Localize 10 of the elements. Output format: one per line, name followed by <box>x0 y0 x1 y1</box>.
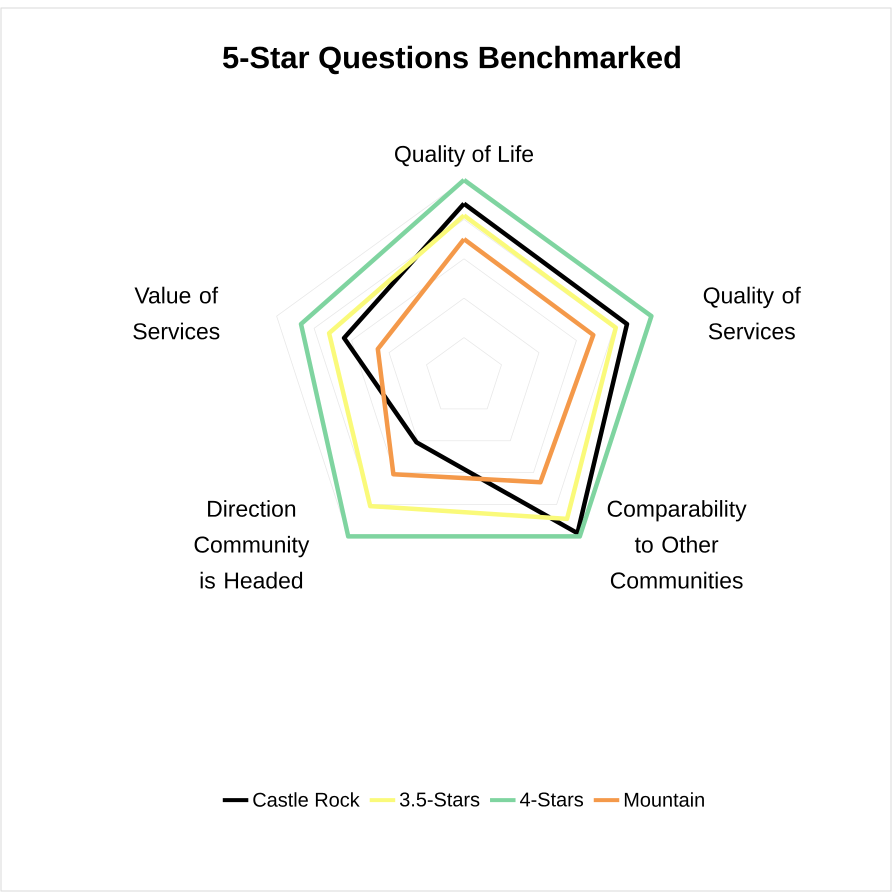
spoke-label: Quality of Life <box>395 145 534 167</box>
legend-label: Mountain <box>624 792 704 807</box>
chart-title: 5-Star Questions Benchmarked <box>222 46 680 74</box>
spoke-label: Value of Services <box>133 286 220 340</box>
spoke-label: Direction Community is Headed <box>194 500 310 589</box>
legend-label: 4-Stars <box>520 792 584 807</box>
legend-label: Castle Rock <box>253 792 360 807</box>
spoke-label: Comparability to Other Communities <box>608 500 747 589</box>
spoke-label: Quality of Services <box>704 286 801 340</box>
legend-label: 3.5-Stars <box>400 792 480 807</box>
